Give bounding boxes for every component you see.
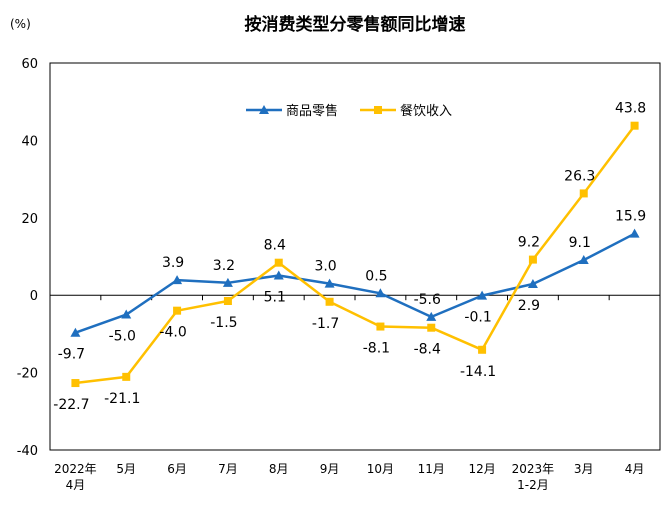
y-tick-label: 60 xyxy=(21,57,38,72)
data-label: -1.5 xyxy=(210,315,237,331)
data-label: -9.7 xyxy=(58,347,85,363)
legend: 商品零售 餐饮收入 xyxy=(246,103,452,119)
data-label: 9.1 xyxy=(569,235,591,251)
x-tick-label-line: 12月 xyxy=(468,462,495,476)
y-axis: -40 -20 0 20 40 60 xyxy=(17,57,38,459)
data-point xyxy=(173,306,182,315)
x-tick-label: 9月 xyxy=(320,462,340,476)
x-tick-label-line: 2022年 xyxy=(54,462,97,476)
data-point xyxy=(528,255,537,264)
data-label: 5.1 xyxy=(264,289,286,305)
x-tick-label: 10月 xyxy=(367,462,394,476)
data-point xyxy=(375,288,386,298)
data-point xyxy=(223,297,232,306)
x-tick-label: 11月 xyxy=(418,462,445,476)
x-tick-label: 2023年 1-2月 xyxy=(512,462,555,492)
data-label: 43.8 xyxy=(615,101,646,117)
legend-marker xyxy=(259,105,269,114)
data-point xyxy=(629,228,640,238)
x-tick-label-line: 1-2月 xyxy=(517,478,549,492)
data-label: 9.2 xyxy=(518,235,540,251)
y-tick-label: 40 xyxy=(21,134,38,149)
plot-area xyxy=(49,62,661,451)
data-point xyxy=(172,275,183,285)
y-tick-label: -20 xyxy=(17,367,38,382)
data-point xyxy=(477,290,488,300)
data-label: -14.1 xyxy=(460,364,496,380)
data-point xyxy=(630,121,639,130)
series-0: -9.7 -5.0 3.9 3.2 5.1 3.0 0.5 -5.6 -0.1 2.9 9.1 15.… xyxy=(58,209,646,363)
data-point xyxy=(478,345,487,354)
x-tick-label-line: 8月 xyxy=(269,462,289,476)
data-point xyxy=(527,278,538,288)
y-tick-label: 0 xyxy=(30,289,38,304)
data-label: -8.1 xyxy=(363,341,390,357)
x-tick-label: 2022年 4月 xyxy=(54,462,97,492)
x-tick-label-line: 2023年 xyxy=(512,462,555,476)
x-axis: 2022年 4月 5月 6月 7月 8月 9月 10月 11月 12月 2023年 1-2月 3月 4月 xyxy=(54,295,644,492)
data-label: -8.4 xyxy=(414,342,441,358)
data-point xyxy=(122,372,131,381)
legend-label: 餐饮收入 xyxy=(400,103,452,119)
y-tick-label: -40 xyxy=(17,444,38,459)
data-label: -5.0 xyxy=(109,329,136,345)
data-label: 3.2 xyxy=(213,258,235,274)
series-line xyxy=(74,232,636,334)
chart-title: 按消费类型分零售额同比增速 xyxy=(245,14,466,35)
data-point xyxy=(324,278,335,288)
data-point xyxy=(426,311,437,321)
data-point xyxy=(274,258,283,267)
data-point xyxy=(579,189,588,198)
data-point xyxy=(376,322,385,331)
x-tick-label: 8月 xyxy=(269,462,289,476)
data-point xyxy=(71,379,80,388)
legend-label: 商品零售 xyxy=(286,103,338,119)
x-tick-label: 6月 xyxy=(167,462,187,476)
x-tick-label: 4月 xyxy=(625,462,645,476)
data-point xyxy=(578,254,589,264)
data-point xyxy=(427,323,436,332)
x-tick-label: 5月 xyxy=(116,462,136,476)
data-label: -0.1 xyxy=(464,310,491,326)
data-point xyxy=(70,327,81,337)
series-1: -22.7 -21.1 -4.0 -1.5 8.4 -1.7 -8.1 -8.4 -14.1 9.… xyxy=(53,101,646,413)
data-label: -4.0 xyxy=(159,325,186,341)
data-label: 8.4 xyxy=(264,238,286,254)
x-tick-label-line: 7月 xyxy=(218,462,238,476)
data-label: -22.7 xyxy=(53,397,89,413)
data-label: 3.0 xyxy=(314,259,336,275)
x-tick-label-line: 5月 xyxy=(116,462,136,476)
x-tick-label-line: 10月 xyxy=(367,462,394,476)
data-label: 15.9 xyxy=(615,209,646,225)
data-point xyxy=(121,309,132,319)
x-tick-label: 12月 xyxy=(468,462,495,476)
data-point xyxy=(325,297,334,306)
x-tick-label-line: 9月 xyxy=(320,462,340,476)
x-tick-label: 3月 xyxy=(574,462,594,476)
data-label: -21.1 xyxy=(104,391,140,407)
data-label: -5.6 xyxy=(414,292,441,308)
data-point xyxy=(273,270,284,280)
data-label: -1.7 xyxy=(312,316,339,332)
legend-marker xyxy=(374,106,382,114)
data-label: 0.5 xyxy=(365,268,387,284)
y-axis-unit: (%) xyxy=(10,17,31,31)
y-tick-label: 20 xyxy=(21,212,38,227)
x-tick-label-line: 4月 xyxy=(66,478,86,492)
data-point xyxy=(222,277,233,287)
series-layer: -9.7 -5.0 3.9 3.2 5.1 3.0 0.5 -5.6 -0.1 2.9 9.1 15.… xyxy=(53,101,646,413)
series-line xyxy=(75,124,636,385)
data-label: 2.9 xyxy=(518,298,540,314)
data-label: 3.9 xyxy=(162,255,184,271)
x-tick-label-line: 4月 xyxy=(625,462,645,476)
x-tick-label-line: 11月 xyxy=(418,462,445,476)
x-tick-label-line: 3月 xyxy=(574,462,594,476)
x-tick-label-line: 6月 xyxy=(167,462,187,476)
data-label: 26.3 xyxy=(564,168,595,184)
x-tick-label: 7月 xyxy=(218,462,238,476)
